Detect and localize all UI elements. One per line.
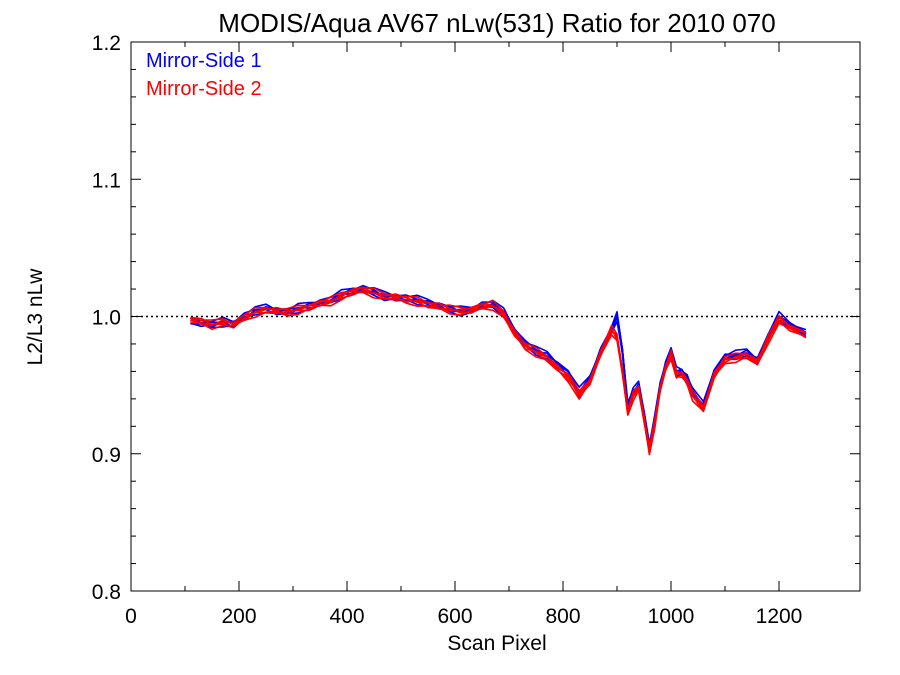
chart-title: MODIS/Aqua AV67 nLw(531) Ratio for 2010 … (218, 8, 775, 38)
x-tick-label: 800 (545, 605, 580, 628)
y-tick-label: 1.0 (92, 307, 121, 330)
x-tick-label: 600 (437, 605, 472, 628)
x-tick-label: 1200 (756, 605, 803, 628)
legend-mirror-side-2: Mirror-Side 2 (146, 78, 262, 100)
legend-mirror-side-1: Mirror-Side 1 (146, 50, 262, 72)
y-axis-label: L2/L3 nLw (24, 268, 47, 366)
x-tick-label: 0 (125, 605, 137, 628)
y-tick-label: 1.2 (92, 32, 121, 55)
x-tick-label: 200 (221, 605, 256, 628)
x-tick-label: 1000 (648, 605, 695, 628)
plot-area: 0 200 400 600 800 1000 1200 0.8 0.9 1.0 1.1 1.2 (92, 32, 861, 628)
y-tick-label: 0.9 (92, 444, 121, 467)
y-tick-label: 1.1 (92, 169, 121, 192)
series-line-2 (190, 291, 807, 456)
x-axis-label: Scan Pixel (447, 632, 546, 655)
x-tick-label: 400 (329, 605, 364, 628)
y-tick-label: 0.8 (92, 581, 121, 604)
